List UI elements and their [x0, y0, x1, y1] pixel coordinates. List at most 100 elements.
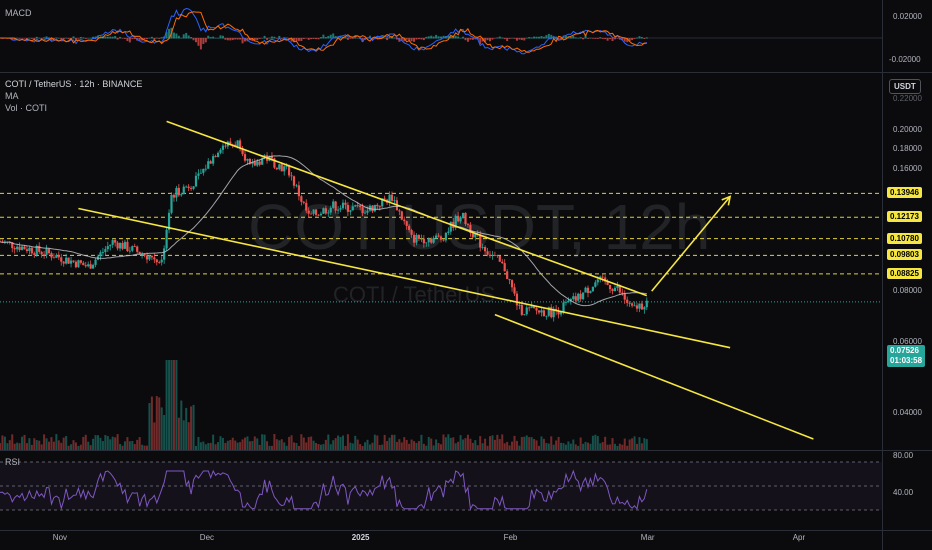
volume-bar [197, 436, 200, 450]
pane-separator[interactable] [0, 450, 932, 451]
volume-bar [195, 445, 197, 450]
volume-bar [415, 442, 418, 450]
volume-bar [256, 438, 259, 450]
candle [197, 173, 200, 176]
volume-bar [177, 417, 180, 450]
candle [190, 188, 193, 189]
candle [579, 293, 582, 300]
candle [635, 305, 639, 309]
volume-bar [141, 444, 144, 450]
macd-tick: 0.02000 [893, 12, 922, 21]
volume-bar [351, 443, 354, 450]
macd-histogram-bar [547, 33, 550, 39]
candle [435, 235, 438, 238]
macd-histogram-bar [356, 37, 359, 39]
volume-bar [119, 443, 122, 450]
candle [202, 168, 205, 173]
macd-histogram-bar [481, 38, 484, 42]
candle [631, 303, 634, 306]
candle [613, 287, 617, 291]
volume-bar [342, 435, 344, 450]
volume-bar [638, 437, 641, 450]
macd-histogram-bar [148, 37, 151, 39]
volume-bar [327, 434, 330, 450]
macd-histogram-bar [503, 38, 506, 40]
candle [393, 200, 396, 202]
volume-bars [0, 360, 648, 450]
currency-unit-button[interactable]: USDT [889, 79, 921, 94]
price-level-tag: 0.13946 [887, 187, 922, 199]
macd-histogram-bar [513, 38, 516, 39]
volume-bar [62, 437, 65, 450]
volume-bar [293, 442, 295, 450]
macd-histogram-bar [413, 38, 416, 42]
volume-bar [288, 436, 291, 450]
macd-histogram-bar [557, 38, 560, 41]
candle [488, 254, 492, 256]
volume-bar [16, 442, 19, 450]
price-chart[interactable] [0, 72, 882, 450]
volume-bar [538, 445, 540, 450]
macd-histogram-bar [146, 38, 148, 39]
macd-histogram-bar [307, 38, 310, 40]
volume-bar [361, 445, 364, 450]
candle [513, 287, 516, 294]
pane-separator[interactable] [0, 72, 932, 73]
macd-tick: -0.02000 [889, 55, 921, 64]
volume-bar [447, 434, 450, 450]
candle [533, 306, 536, 309]
volume-bar [520, 436, 523, 450]
macd-histogram-bar [383, 37, 386, 39]
candle [69, 260, 73, 264]
candle [136, 246, 139, 252]
macd-histogram-bar [261, 37, 264, 39]
macd-histogram-bar [214, 37, 217, 39]
macd-histogram-bar [381, 36, 384, 39]
macd-histogram-bar [187, 35, 190, 39]
candle [523, 314, 526, 316]
volume-bar [229, 440, 232, 450]
candle [486, 251, 489, 255]
candles [0, 137, 648, 322]
macd-histogram-bar [67, 38, 70, 39]
chart-title[interactable]: COTI / TetherUS · 12h · BINANCE [5, 79, 143, 89]
volume-bar [295, 443, 298, 450]
ma-indicator-label[interactable]: MA [5, 91, 19, 101]
volume-bar [623, 438, 626, 450]
volume-bar [248, 441, 251, 450]
bar-countdown: 01:03:58 [890, 356, 923, 365]
volume-bar [234, 440, 237, 450]
macd-histogram-bar [425, 36, 428, 39]
volume-indicator-label[interactable]: Vol · COTI [5, 103, 48, 113]
candle [160, 259, 163, 263]
candle [216, 152, 220, 157]
macd-histogram-bar [562, 35, 565, 39]
time-label: Mar [640, 533, 655, 542]
volume-bar [628, 439, 631, 450]
price-axis[interactable] [882, 0, 932, 550]
macd-histogram-bar [636, 37, 638, 39]
volume-bar [138, 437, 141, 450]
macd-histogram-bar [533, 36, 536, 39]
volume-bar [261, 434, 264, 450]
volume-bar [462, 439, 465, 450]
volume-bar [444, 437, 447, 450]
macd-histogram-bar [535, 36, 538, 39]
macd-histogram-bar [518, 38, 521, 40]
candle [172, 194, 176, 198]
volume-bar [236, 442, 239, 450]
volume-bar [533, 439, 536, 450]
candle [43, 254, 46, 256]
volume-bar [400, 442, 403, 450]
volume-bar [150, 396, 153, 450]
candle [410, 230, 413, 235]
macd-histogram-bar [493, 38, 496, 39]
volume-bar [170, 360, 173, 450]
macd-histogram-bar [295, 38, 298, 41]
volume-bar [591, 435, 594, 450]
candle [109, 244, 112, 247]
volume-bar [312, 440, 315, 450]
volume-bar [599, 443, 602, 450]
volume-bar [97, 435, 99, 450]
volume-bar [498, 439, 501, 450]
